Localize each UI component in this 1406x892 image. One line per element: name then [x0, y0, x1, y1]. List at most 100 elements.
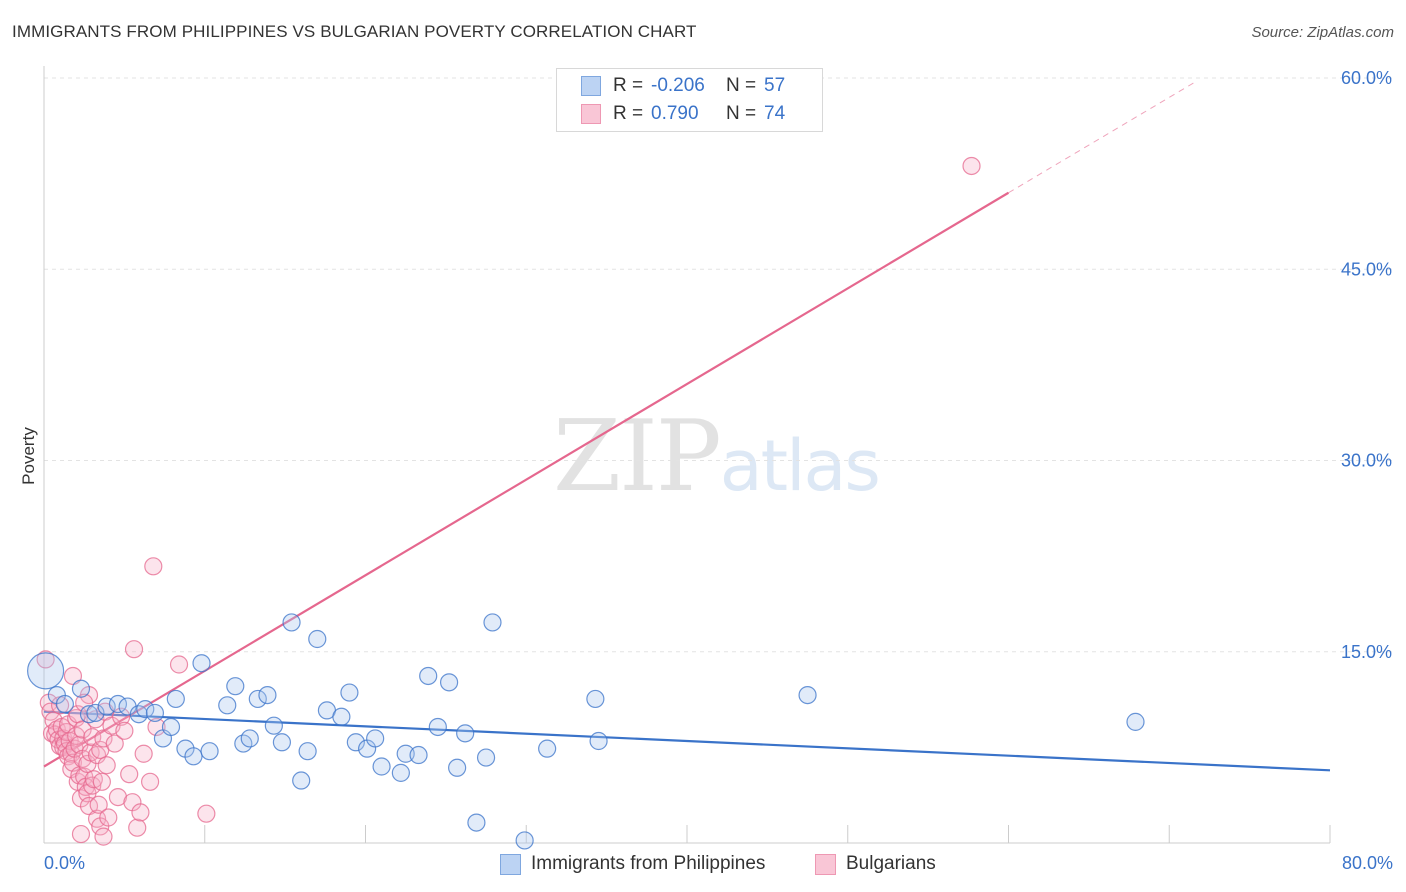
bulgarian-point: [962, 156, 981, 176]
philippines-point: [515, 831, 534, 850]
source-label: Source: ZipAtlas.com: [1251, 24, 1394, 41]
philippines-point: [282, 613, 301, 632]
bulgarian-point: [144, 557, 163, 576]
bulgarian-point: [140, 772, 160, 791]
philippines-point: [391, 763, 410, 782]
philippines-point: [184, 747, 203, 766]
bulgarian-trend-line: [43, 191, 1010, 768]
bulgarian-point: [36, 650, 55, 669]
bulgarian-point: [124, 640, 144, 659]
philippines-point: [71, 679, 91, 698]
philippines-point: [97, 697, 116, 716]
bottom-legend-label: Bulgarians: [846, 853, 936, 874]
philippines-point: [79, 705, 99, 724]
legend-swatch-blue: [581, 76, 601, 96]
philippines-point: [467, 813, 486, 832]
bottom-legend-swatch-pink: [815, 853, 836, 875]
philippines-point: [226, 677, 245, 696]
bulgarian-point: [131, 803, 150, 822]
bulgarian-point: [99, 808, 118, 827]
philippines-point: [248, 689, 267, 709]
philippines-point: [258, 685, 277, 705]
philippines-point: [372, 757, 391, 776]
bulgarian-point: [97, 756, 116, 775]
philippines-point: [1126, 712, 1145, 731]
bottom-legend-philippines: Immigrants from Philippines: [500, 852, 765, 876]
legend-r-label: R =: [613, 75, 644, 96]
x-tick-label: 80.0%: [1342, 853, 1393, 873]
bulgarian-point: [134, 744, 153, 763]
philippines-point: [396, 744, 415, 763]
philippines-point: [86, 703, 105, 723]
chart-title: IMMIGRANTS FROM PHILIPPINES VS BULGARIAN…: [12, 22, 697, 41]
bulgarian-point: [197, 804, 216, 823]
axes: [43, 66, 1331, 844]
philippines-trend-line: [43, 710, 1331, 772]
legend-n-value: 74: [764, 103, 786, 124]
bulgarian-point: [89, 795, 108, 814]
philippines-point: [409, 745, 428, 765]
philippines-point: [346, 733, 365, 752]
x-tick-label: 0.0%: [44, 853, 85, 873]
bulgarian-point: [83, 776, 102, 795]
philippines-point: [340, 683, 359, 702]
legend-row-philippines: R = -0.206 N = 57: [581, 74, 785, 98]
philippines-point: [366, 729, 385, 748]
philippines-point: [332, 707, 351, 726]
philippines-point: [798, 685, 817, 705]
philippines-point: [272, 733, 292, 752]
bulgarian-point: [147, 717, 166, 737]
legend-n-value: 57: [764, 75, 786, 96]
philippines-point: [298, 742, 317, 761]
philippines-point: [483, 613, 502, 632]
y-tick-label: 30.0%: [1341, 451, 1392, 471]
philippines-point: [448, 758, 467, 777]
bulgarian-point: [75, 693, 94, 712]
bulgarian-point: [120, 765, 139, 784]
bottom-legend-bulgarians: Bulgarians: [815, 852, 936, 876]
philippines-point: [538, 739, 557, 758]
bulgarian-point: [94, 827, 113, 846]
philippines-point: [192, 654, 211, 673]
stats-legend: R = -0.206 N = 57 R = 0.790 N = 74: [556, 68, 823, 132]
bulgarian-point: [108, 787, 128, 807]
philippines-point: [240, 729, 259, 748]
philippines-point: [428, 717, 447, 737]
philippines-point: [161, 717, 181, 737]
legend-row-bulgarians: R = 0.790 N = 74: [581, 102, 785, 126]
trend-lines: [43, 82, 1331, 772]
legend-n-label: N =: [726, 75, 757, 96]
bulgarian-point: [71, 824, 91, 844]
philippines-point: [200, 742, 219, 761]
philippines-point: [308, 629, 327, 649]
bulgarian-trend-extension: [1008, 82, 1194, 194]
y-tick-label: 60.0%: [1341, 68, 1392, 88]
bulgarian-point: [128, 818, 147, 837]
philippines-point: [439, 673, 459, 692]
philippines-point: [292, 771, 311, 790]
legend-r-label: R =: [613, 103, 644, 124]
philippines-point: [218, 696, 237, 715]
bottom-legend-label: Immigrants from Philippines: [531, 853, 766, 874]
points: [27, 156, 1145, 850]
bulgarian-point: [105, 734, 124, 753]
philippines-point: [586, 689, 605, 709]
philippines-point: [166, 689, 185, 709]
philippines-point: [145, 703, 165, 723]
y-tick-label: 15.0%: [1341, 642, 1392, 662]
tick-labels: 15.0% 30.0% 45.0% 60.0% 0.0% 80.0% Poverty: [19, 68, 1393, 873]
legend-n-label: N =: [726, 103, 757, 124]
philippines-point: [27, 652, 65, 690]
bulgarian-point: [73, 720, 92, 739]
philippines-point: [55, 694, 74, 714]
philippines-point: [136, 700, 155, 719]
legend-r-value: -0.206: [651, 75, 705, 96]
y-tick-label: 45.0%: [1341, 259, 1392, 279]
philippines-point: [476, 748, 496, 767]
philippines-point: [419, 666, 438, 686]
bulgarian-point: [115, 721, 134, 740]
philippines-point: [589, 731, 608, 751]
legend-r-value: 0.790: [651, 103, 699, 124]
bulgarian-point: [169, 655, 189, 674]
